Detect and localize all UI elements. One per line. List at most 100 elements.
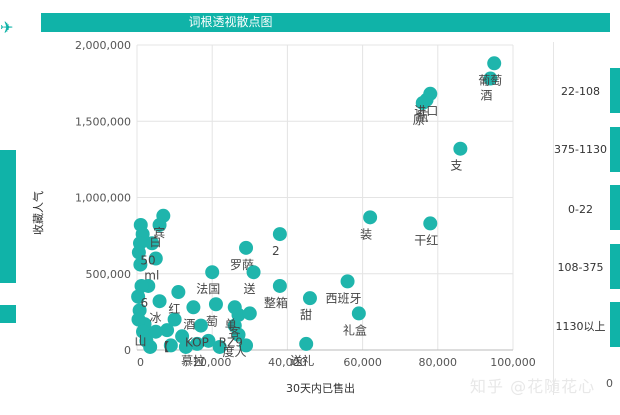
data-point-label: 礼盒 <box>343 322 367 337</box>
x-tick-label: 60,000 <box>343 356 382 369</box>
y-tick-label: 500,000 <box>86 268 132 281</box>
data-point <box>239 338 254 353</box>
range-label[interactable]: 375-1130 <box>554 143 607 156</box>
data-point <box>423 216 438 231</box>
data-point-label: 白 <box>150 234 162 249</box>
chart-title-bar: 词根透视散点图 <box>41 13 610 32</box>
x-tick-label: 80,000 <box>419 356 458 369</box>
data-point-label: RZ9 <box>219 336 243 350</box>
data-point-label: 瓶 <box>417 110 429 124</box>
data-point-label: 西班牙 <box>326 291 362 305</box>
left-edge-icon: ✈ <box>0 18 14 37</box>
data-point <box>133 257 148 272</box>
y-tick-label: 2,000,000 <box>75 39 131 52</box>
range-bar <box>610 244 620 289</box>
watermark: 知乎 @花随花心 <box>470 377 596 396</box>
range-bar <box>610 127 620 172</box>
data-point <box>246 265 261 280</box>
range-label[interactable]: 108-375 <box>557 261 604 274</box>
data-point-label: 宾 <box>153 225 165 240</box>
bottom-zero-label: 0 <box>606 377 613 390</box>
data-point <box>351 306 366 321</box>
data-point <box>340 274 355 289</box>
x-axis-title: 30天内已售出 <box>286 382 355 395</box>
data-point <box>160 323 175 338</box>
data-point-label: 酒 <box>480 89 492 103</box>
data-point <box>190 336 205 351</box>
data-point-label: 罗萨 <box>230 258 254 272</box>
data-point-label: 萄 <box>206 314 218 328</box>
data-point <box>171 285 186 300</box>
range-bar <box>610 302 620 347</box>
data-point-label: 度人 <box>223 344 247 359</box>
chart-title: 词根透视散点图 <box>188 15 273 29</box>
y-axis-title: 收藏人气 <box>32 191 45 235</box>
data-point-label: 客 <box>229 324 241 339</box>
data-point <box>239 240 254 255</box>
x-tick-label: 100,000 <box>490 356 536 369</box>
data-point-label: 干红 <box>414 232 438 247</box>
data-point-label: 50 <box>140 253 155 267</box>
data-point-label: 【 <box>157 340 169 354</box>
data-point <box>175 329 190 344</box>
data-point-label: 支 <box>450 159 462 173</box>
data-point-label: 酒 <box>183 317 195 331</box>
data-point-label: 2 <box>272 244 280 258</box>
data-point <box>167 312 182 327</box>
data-point <box>134 278 149 293</box>
data-point <box>193 318 208 333</box>
data-point <box>131 312 146 327</box>
x-tick-label: 20,000 <box>193 356 232 369</box>
y-tick-label: 0 <box>124 344 131 357</box>
data-point <box>178 339 193 354</box>
data-point <box>131 289 146 304</box>
data-point <box>453 141 468 156</box>
range-bar <box>610 185 620 230</box>
range-label[interactable]: 22-108 <box>561 85 600 98</box>
left-panel-stub-small <box>0 305 16 323</box>
data-point-label: 送礼 <box>290 353 314 368</box>
data-point-label: 红 <box>168 301 180 316</box>
data-point-label: 甜 <box>300 308 312 322</box>
data-point <box>231 307 246 322</box>
data-point <box>483 71 498 86</box>
range-label[interactable]: 0-22 <box>568 203 593 216</box>
data-point <box>363 210 378 225</box>
data-point <box>302 291 317 306</box>
data-point <box>148 251 163 266</box>
data-point <box>487 56 502 71</box>
data-point-label: 6 <box>140 296 148 310</box>
data-point <box>145 236 160 251</box>
data-point-label: 进口 <box>414 104 438 118</box>
range-label[interactable]: 1130以上 <box>555 320 606 333</box>
data-point <box>242 306 257 321</box>
data-point <box>186 300 201 315</box>
range-bar <box>610 68 620 113</box>
data-point <box>163 338 178 353</box>
data-point-label: 葡萄 <box>478 73 502 87</box>
data-point-label: 冰 <box>150 311 162 325</box>
data-point-label: 整箱 <box>264 295 288 310</box>
data-point-label: KOP <box>185 336 209 350</box>
data-point-label: 法国 <box>196 282 220 296</box>
data-point-label: 送 <box>244 281 256 296</box>
x-tick-label: 40,000 <box>268 356 307 369</box>
data-point <box>415 95 430 110</box>
data-point <box>201 333 216 348</box>
data-point <box>208 297 223 312</box>
data-point-label: 慕拉 <box>181 353 205 368</box>
data-point-label: 山 <box>135 334 147 348</box>
data-point <box>231 327 246 342</box>
data-point-label: ml <box>144 269 159 283</box>
data-point <box>152 294 167 309</box>
data-point <box>152 217 167 232</box>
data-point <box>272 278 287 293</box>
left-panel-stub <box>0 150 16 283</box>
data-point <box>205 265 220 280</box>
data-point <box>143 339 158 354</box>
data-point <box>212 339 227 354</box>
data-point-label: 装 <box>360 227 372 241</box>
range-legend-panel <box>553 42 609 395</box>
data-point <box>131 245 146 260</box>
